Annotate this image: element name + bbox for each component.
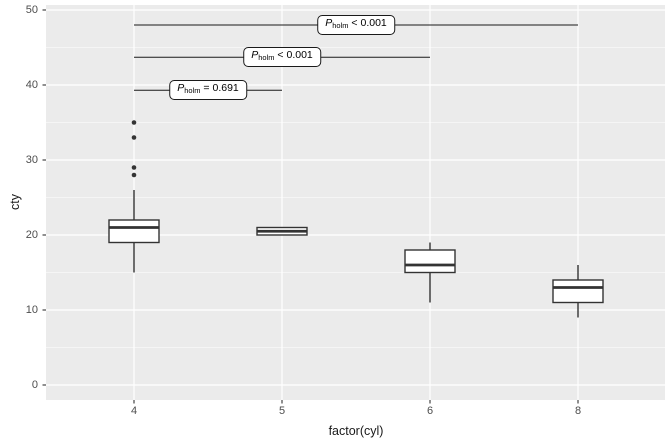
box-cyl-8 <box>552 279 604 304</box>
pvalue-label: Pholm = 0.691 <box>169 80 247 101</box>
p-subscript: holm <box>258 53 275 63</box>
outlier-point <box>131 120 137 125</box>
outlier-point <box>131 172 137 178</box>
outlier-point <box>131 165 137 170</box>
p-subscript: holm <box>184 86 201 96</box>
outlier-point <box>131 135 137 140</box>
x-tick-label: 4 <box>130 405 138 417</box>
x-tick-label: 6 <box>426 405 434 417</box>
x-tick-label: 8 <box>574 405 582 417</box>
y-tick-label: 10 <box>25 304 38 316</box>
p-symbol: P <box>177 82 185 95</box>
p-symbol: P <box>251 49 259 62</box>
p-value-text: < 0.001 <box>348 17 387 29</box>
p-symbol: P <box>325 17 333 29</box>
p-value-text: < 0.001 <box>274 49 313 62</box>
box-cyl-4 <box>108 219 160 244</box>
y-tick-label: 50 <box>25 4 38 16</box>
x-tick-label: 5 <box>278 405 286 417</box>
pvalue-label: Pholm < 0.001 <box>243 47 321 68</box>
pvalue-label: Pholm < 0.001 <box>317 15 395 35</box>
y-axis-title: cty <box>8 194 22 210</box>
plot-panel <box>46 5 665 400</box>
y-tick-label: 40 <box>25 79 38 91</box>
y-tick-label: 30 <box>25 154 38 166</box>
x-axis-title: factor(cyl) <box>328 424 384 438</box>
y-tick-label: 20 <box>25 229 38 241</box>
p-value-text: = 0.691 <box>200 82 239 95</box>
box-cyl-6 <box>404 249 456 274</box>
y-tick-label: 0 <box>31 379 38 391</box>
p-subscript: holm <box>332 21 349 30</box>
